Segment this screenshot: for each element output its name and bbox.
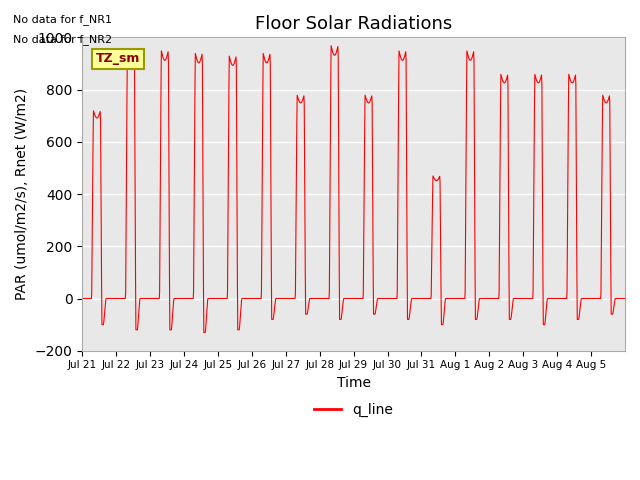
Legend: q_line: q_line [308,397,399,422]
Title: Floor Solar Radiations: Floor Solar Radiations [255,15,452,33]
Text: No data for f_NR1: No data for f_NR1 [13,14,112,25]
Text: TZ_sm: TZ_sm [96,52,140,65]
Text: No data for f_NR2: No data for f_NR2 [13,34,112,45]
X-axis label: Time: Time [337,376,371,390]
Y-axis label: PAR (umol/m2/s), Rnet (W/m2): PAR (umol/m2/s), Rnet (W/m2) [15,88,29,300]
